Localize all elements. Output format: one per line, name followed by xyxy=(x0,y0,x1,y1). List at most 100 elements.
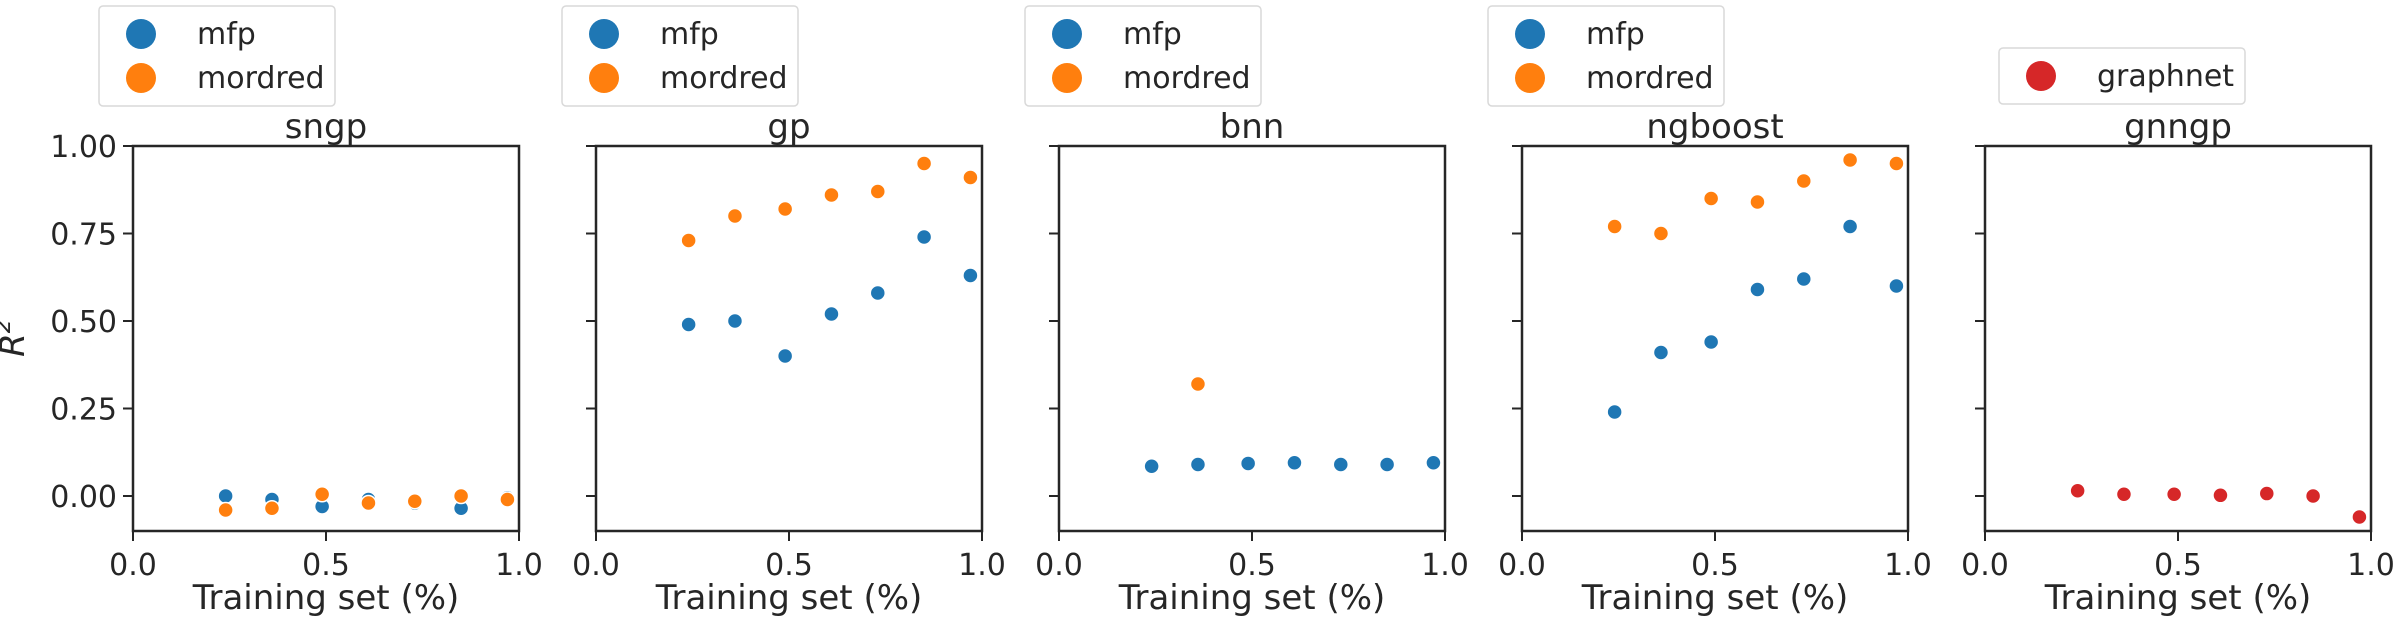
y-tick-label: 0.75 xyxy=(50,218,117,253)
data-point-mordred xyxy=(263,500,281,517)
data-point-mfp xyxy=(1378,456,1396,473)
data-point-mfp xyxy=(1652,344,1670,361)
y-tick-label: 0.50 xyxy=(50,305,117,340)
panel-title: gp xyxy=(767,107,810,147)
panel-gp: mfp mordred gp 0.0 0.5 1.0 Training set (%) xyxy=(561,5,1006,618)
series-mordred xyxy=(217,486,516,519)
plot-frame xyxy=(1057,144,1447,533)
x-axis-label: Training set (%) xyxy=(2044,578,2312,618)
data-point-mfp xyxy=(776,347,794,365)
x-tick-label: 0.0 xyxy=(572,548,620,583)
x-tick-label: 1.0 xyxy=(958,548,1006,583)
x-tick-label: 0.0 xyxy=(1961,548,2009,583)
legend-label-mfp: mfp xyxy=(1586,17,1645,52)
x-axis-label: Training set (%) xyxy=(655,578,923,618)
legend-label-mfp: mfp xyxy=(660,17,719,52)
data-point-mordred xyxy=(915,155,933,172)
panel-ngboost: mfp mordred ngboost 0.0 0.5 1.0 Training set (… xyxy=(1487,5,1932,618)
x-tick-label: 0.5 xyxy=(302,548,350,583)
legend-marker-mfp xyxy=(1052,19,1082,49)
legend-label-mfp: mfp xyxy=(1123,17,1182,52)
data-point-graphnet xyxy=(2069,482,2086,499)
legend-marker-mordred xyxy=(589,63,619,93)
data-point-mfp xyxy=(1606,403,1623,421)
data-point-mordred xyxy=(1749,193,1766,211)
data-point-mfp xyxy=(217,487,234,505)
data-point-mordred xyxy=(1702,190,1720,207)
x-tick-label: 1.0 xyxy=(2347,548,2395,583)
legend-box xyxy=(1024,5,1262,107)
legend-marker-mfp xyxy=(126,19,156,49)
data-point-mfp xyxy=(1189,456,1207,473)
x-tick-label: 1.0 xyxy=(1421,548,1469,583)
data-point-graphnet xyxy=(2351,508,2368,526)
plot-frame xyxy=(131,144,521,533)
x-axis-label: Training set (%) xyxy=(192,578,460,618)
legend-marker-mordred xyxy=(126,63,156,93)
data-point-graphnet xyxy=(2212,487,2229,504)
x-tick-label: 0.5 xyxy=(2154,548,2202,583)
svg-text:R2: R2 xyxy=(0,319,33,357)
data-point-mfp xyxy=(726,312,744,330)
data-point-mfp xyxy=(1425,454,1442,471)
legend: mfp mordred xyxy=(561,5,799,107)
data-point-graphnet xyxy=(2258,485,2276,502)
series-mfp xyxy=(680,228,979,365)
data-point-mordred xyxy=(406,493,424,510)
data-point-mordred xyxy=(962,169,979,186)
data-point-mordred xyxy=(726,207,744,225)
data-point-mfp xyxy=(869,284,887,302)
data-point-mfp xyxy=(1795,270,1813,288)
x-tick-label: 0.0 xyxy=(1498,548,1546,583)
data-point-mfp xyxy=(1332,456,1350,473)
panel-sngp: mfp mordred sngp 0.00 0.25 0.50 0.75 1.00 0.0 0.5… xyxy=(50,5,543,618)
panel-bnn: mfp mordred bnn 0.0 0.5 1.0 Training set (%) xyxy=(1024,5,1469,618)
data-point-mordred xyxy=(313,486,331,503)
panel-title: ngboost xyxy=(1646,107,1783,147)
legend: graphnet xyxy=(1998,47,2246,105)
data-point-mfp xyxy=(962,267,979,284)
legend-marker-mfp xyxy=(1515,19,1545,49)
x-tick-label: 0.5 xyxy=(1228,548,1276,583)
x-tick-label: 0.0 xyxy=(1035,548,1083,583)
data-point-mfp xyxy=(1888,277,1905,295)
series-mordred xyxy=(1189,375,1207,393)
data-point-mordred xyxy=(869,183,887,200)
y-axis-label-text: R xyxy=(0,333,33,357)
legend-label-mordred: mordred xyxy=(1586,61,1714,96)
legend-label-mordred: mordred xyxy=(660,61,788,96)
data-point-graphnet xyxy=(2304,487,2322,505)
series-mordred xyxy=(680,155,979,249)
legend-label-mordred: mordred xyxy=(197,61,325,96)
legend: mfp mordred xyxy=(98,5,336,107)
data-point-mordred xyxy=(823,186,840,204)
series-mfp xyxy=(1143,454,1442,475)
data-point-graphnet xyxy=(2115,486,2133,503)
legend-box xyxy=(1998,47,2246,105)
data-point-mfp xyxy=(1749,281,1766,298)
data-point-mordred xyxy=(776,200,794,218)
legend-marker-mordred xyxy=(1052,63,1082,93)
x-tick-label: 1.0 xyxy=(1884,548,1932,583)
data-point-mordred xyxy=(217,501,234,519)
x-tick-label: 0.0 xyxy=(109,548,157,583)
data-point-graphnet xyxy=(2165,486,2183,503)
data-point-mfp xyxy=(680,316,697,333)
data-point-mordred xyxy=(360,494,377,512)
panel-title: bnn xyxy=(1220,107,1285,147)
series-mordred xyxy=(1606,151,1905,242)
series-mfp xyxy=(1606,218,1905,421)
legend-box xyxy=(98,5,336,107)
data-point-mordred xyxy=(680,232,697,249)
x-axis-label: Training set (%) xyxy=(1118,578,1386,618)
panel-title: gnngp xyxy=(2124,107,2232,147)
data-point-mfp xyxy=(1286,454,1303,471)
y-axis-label-superscript: 2 xyxy=(0,319,16,333)
data-point-mordred xyxy=(1841,151,1859,169)
panel-title: sngp xyxy=(285,107,367,147)
legend-box xyxy=(561,5,799,107)
data-point-mordred xyxy=(1606,218,1623,235)
data-point-mordred xyxy=(1888,155,1905,172)
y-tick-label: 0.00 xyxy=(50,480,117,515)
